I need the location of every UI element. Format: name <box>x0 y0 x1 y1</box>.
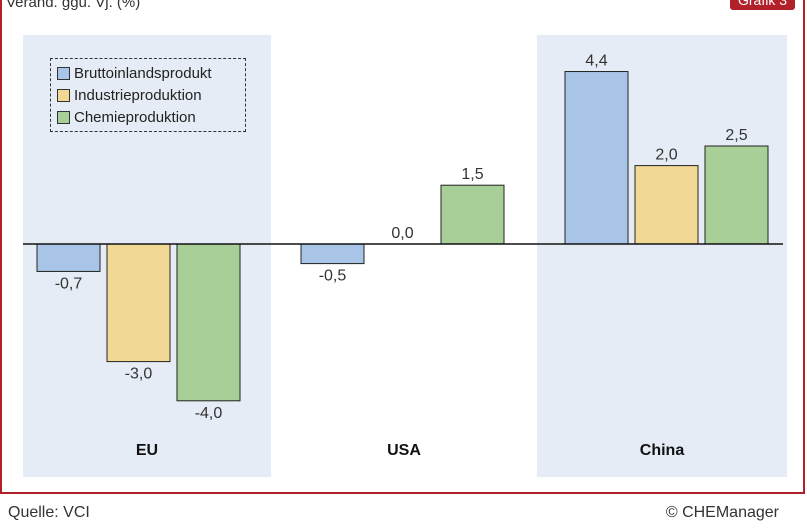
bar-china-bip <box>564 71 629 245</box>
copyright-note: © CHEManager <box>665 504 779 521</box>
bar-eu-industrie <box>106 243 171 363</box>
source-note: Quelle: VCI <box>8 504 90 521</box>
data-label-eu-industrie: -3,0 <box>125 366 153 383</box>
bar-usa-chemie <box>440 184 505 245</box>
legend: Bruttoinlandsprodukt Industrieproduktion… <box>50 58 246 132</box>
chart-frame <box>0 0 805 494</box>
bar-china-chemie <box>704 145 769 245</box>
data-label-china-chemie: 2,5 <box>725 127 747 144</box>
bar-china-industrie <box>634 165 699 245</box>
legend-label-chemie: Chemieproduktion <box>74 108 196 126</box>
legend-label-bip: Bruttoinlandsprodukt <box>74 64 212 82</box>
data-label-usa-industrie: 0,0 <box>391 225 413 242</box>
legend-label-industrie: Industrieproduktion <box>74 86 202 104</box>
data-label-china-bip: 4,4 <box>585 53 607 70</box>
legend-item-industrie: Industrieproduktion <box>57 84 239 106</box>
bar-eu-bip <box>36 243 101 272</box>
legend-swatch-industrie <box>57 88 70 102</box>
data-label-china-industrie: 2,0 <box>655 147 677 164</box>
data-label-usa-chemie: 1,5 <box>461 166 483 183</box>
legend-item-chemie: Chemieproduktion <box>57 106 239 128</box>
chart-subtitle: Veränd. ggü. Vj. (%) <box>6 0 141 11</box>
legend-swatch-bip <box>57 66 70 80</box>
data-label-usa-bip: -0,5 <box>319 268 347 285</box>
data-label-eu-chemie: -4,0 <box>195 405 223 422</box>
data-label-eu-bip: -0,7 <box>55 275 83 292</box>
category-label-usa: USA <box>387 442 421 459</box>
legend-swatch-chemie <box>57 110 70 124</box>
legend-item-bip: Bruttoinlandsprodukt <box>57 62 239 84</box>
chart-badge: Grafik 3 <box>729 0 795 10</box>
bar-usa-bip <box>300 243 365 265</box>
category-label-eu: EU <box>136 442 158 459</box>
category-label-china: China <box>640 442 685 459</box>
bar-eu-chemie <box>176 243 241 402</box>
